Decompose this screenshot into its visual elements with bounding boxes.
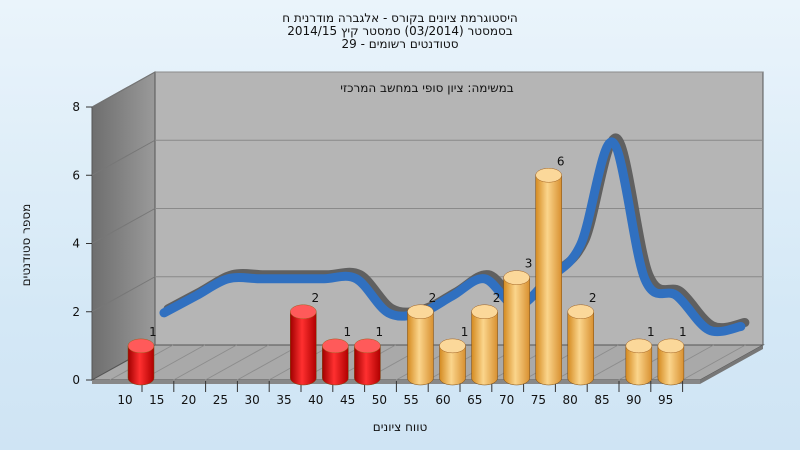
bar-top: [290, 304, 317, 319]
x-tick-label: 70: [499, 393, 514, 407]
bar: 2: [471, 291, 501, 386]
bar-top: [535, 168, 562, 183]
trend-ribbon: [159, 137, 746, 337]
bar-value-label: 2: [311, 291, 319, 305]
bar: 1: [625, 325, 655, 386]
bar: 6: [535, 154, 565, 386]
y-tick-label: 6: [72, 168, 80, 182]
x-tick-label: 30: [245, 393, 260, 407]
bar-value-label: 2: [429, 291, 437, 305]
bar: 2: [567, 291, 597, 386]
x-tick-label: 25: [213, 393, 228, 407]
bar-value-label: 2: [493, 291, 501, 305]
y-tick-label: 2: [72, 305, 80, 319]
bar-top: [471, 304, 498, 319]
floor-gridline: [682, 344, 746, 381]
bar-value-label: 1: [647, 325, 655, 339]
bar-body: [439, 345, 466, 386]
bar-top: [567, 304, 594, 319]
gridline-side: [91, 139, 156, 176]
y-tick-label: 4: [72, 237, 80, 251]
bar-body: [354, 345, 381, 386]
y-tick-label: 8: [72, 100, 80, 114]
floor-gridline: [173, 344, 237, 381]
bar: 2: [407, 291, 437, 386]
bar: 2: [290, 291, 319, 386]
x-tick-label: 20: [181, 393, 196, 407]
floor-gridline: [205, 344, 269, 381]
bar-top: [407, 304, 434, 319]
x-axis-label: טווח ציונים: [372, 420, 428, 434]
bar: 1: [354, 325, 384, 386]
bar-top: [625, 338, 653, 354]
bar: 1: [439, 325, 469, 386]
x-tick-label: 60: [435, 393, 450, 407]
bar-top: [322, 338, 349, 354]
x-tick-label: 35: [276, 393, 291, 407]
y-axis-label: מספר סטודנטים: [19, 203, 33, 287]
bar-top: [127, 338, 155, 354]
bar-top: [354, 338, 381, 354]
bar-value-label: 1: [344, 325, 352, 339]
chart-annotation: במשימה: ציון סופי במחשב המרכזי: [340, 81, 514, 95]
bar-value-label: 2: [589, 291, 597, 305]
bar: 3: [503, 257, 533, 386]
bar-value-label: 1: [461, 325, 469, 339]
x-tick-label: 40: [308, 393, 323, 407]
bar-value-label: 3: [525, 257, 533, 271]
bar: 1: [322, 325, 352, 386]
bar-top: [503, 270, 530, 285]
bar-value-label: 1: [376, 325, 384, 339]
floor-gridline: [236, 344, 301, 381]
x-tick-label: 80: [563, 393, 578, 407]
x-tick-label: 15: [149, 393, 164, 407]
x-tick-label: 75: [531, 393, 546, 407]
chart-title-line-2: בסמסטר (03/2014) סמסטר קיץ 2014/15: [287, 24, 513, 38]
chart-title-line-1: היסטוגרמת ציונים בקורס - אלגברה מודרנית …: [282, 11, 518, 25]
bar-value-label: 6: [557, 154, 565, 168]
bar: 1: [657, 325, 687, 386]
gridline-side: [91, 71, 156, 108]
bar-top: [657, 338, 685, 354]
x-tick-label: 55: [404, 393, 419, 407]
bar-value-label: 1: [679, 325, 687, 339]
bar-value-label: 1: [149, 325, 157, 339]
x-tick-label: 45: [340, 393, 355, 407]
bar-body: [567, 311, 594, 386]
x-tick-label: 85: [594, 393, 609, 407]
bar-body: [407, 311, 434, 386]
x-tick-label: 95: [658, 393, 673, 407]
chart-title-line-3: סטודנטים רשומים - 29: [341, 37, 459, 51]
bar-body: [322, 345, 349, 386]
gridline-side: [91, 276, 156, 313]
bar-body: [503, 277, 530, 386]
x-tick-label: 65: [467, 393, 482, 407]
bar-body: [657, 345, 685, 386]
bar: 1: [127, 325, 157, 386]
bar-body: [625, 345, 653, 386]
bar-top: [439, 338, 466, 354]
right-edge: [700, 345, 763, 384]
bar-body: [127, 345, 155, 386]
bar-body: [290, 311, 317, 386]
gridline-side: [91, 208, 156, 244]
x-tick-label: 10: [117, 393, 132, 407]
x-tick-label: 50: [372, 393, 387, 407]
bar-body: [535, 175, 562, 386]
bar-body: [471, 311, 498, 386]
x-tick-label: 90: [626, 393, 641, 407]
y-tick-label: 0: [72, 373, 80, 387]
